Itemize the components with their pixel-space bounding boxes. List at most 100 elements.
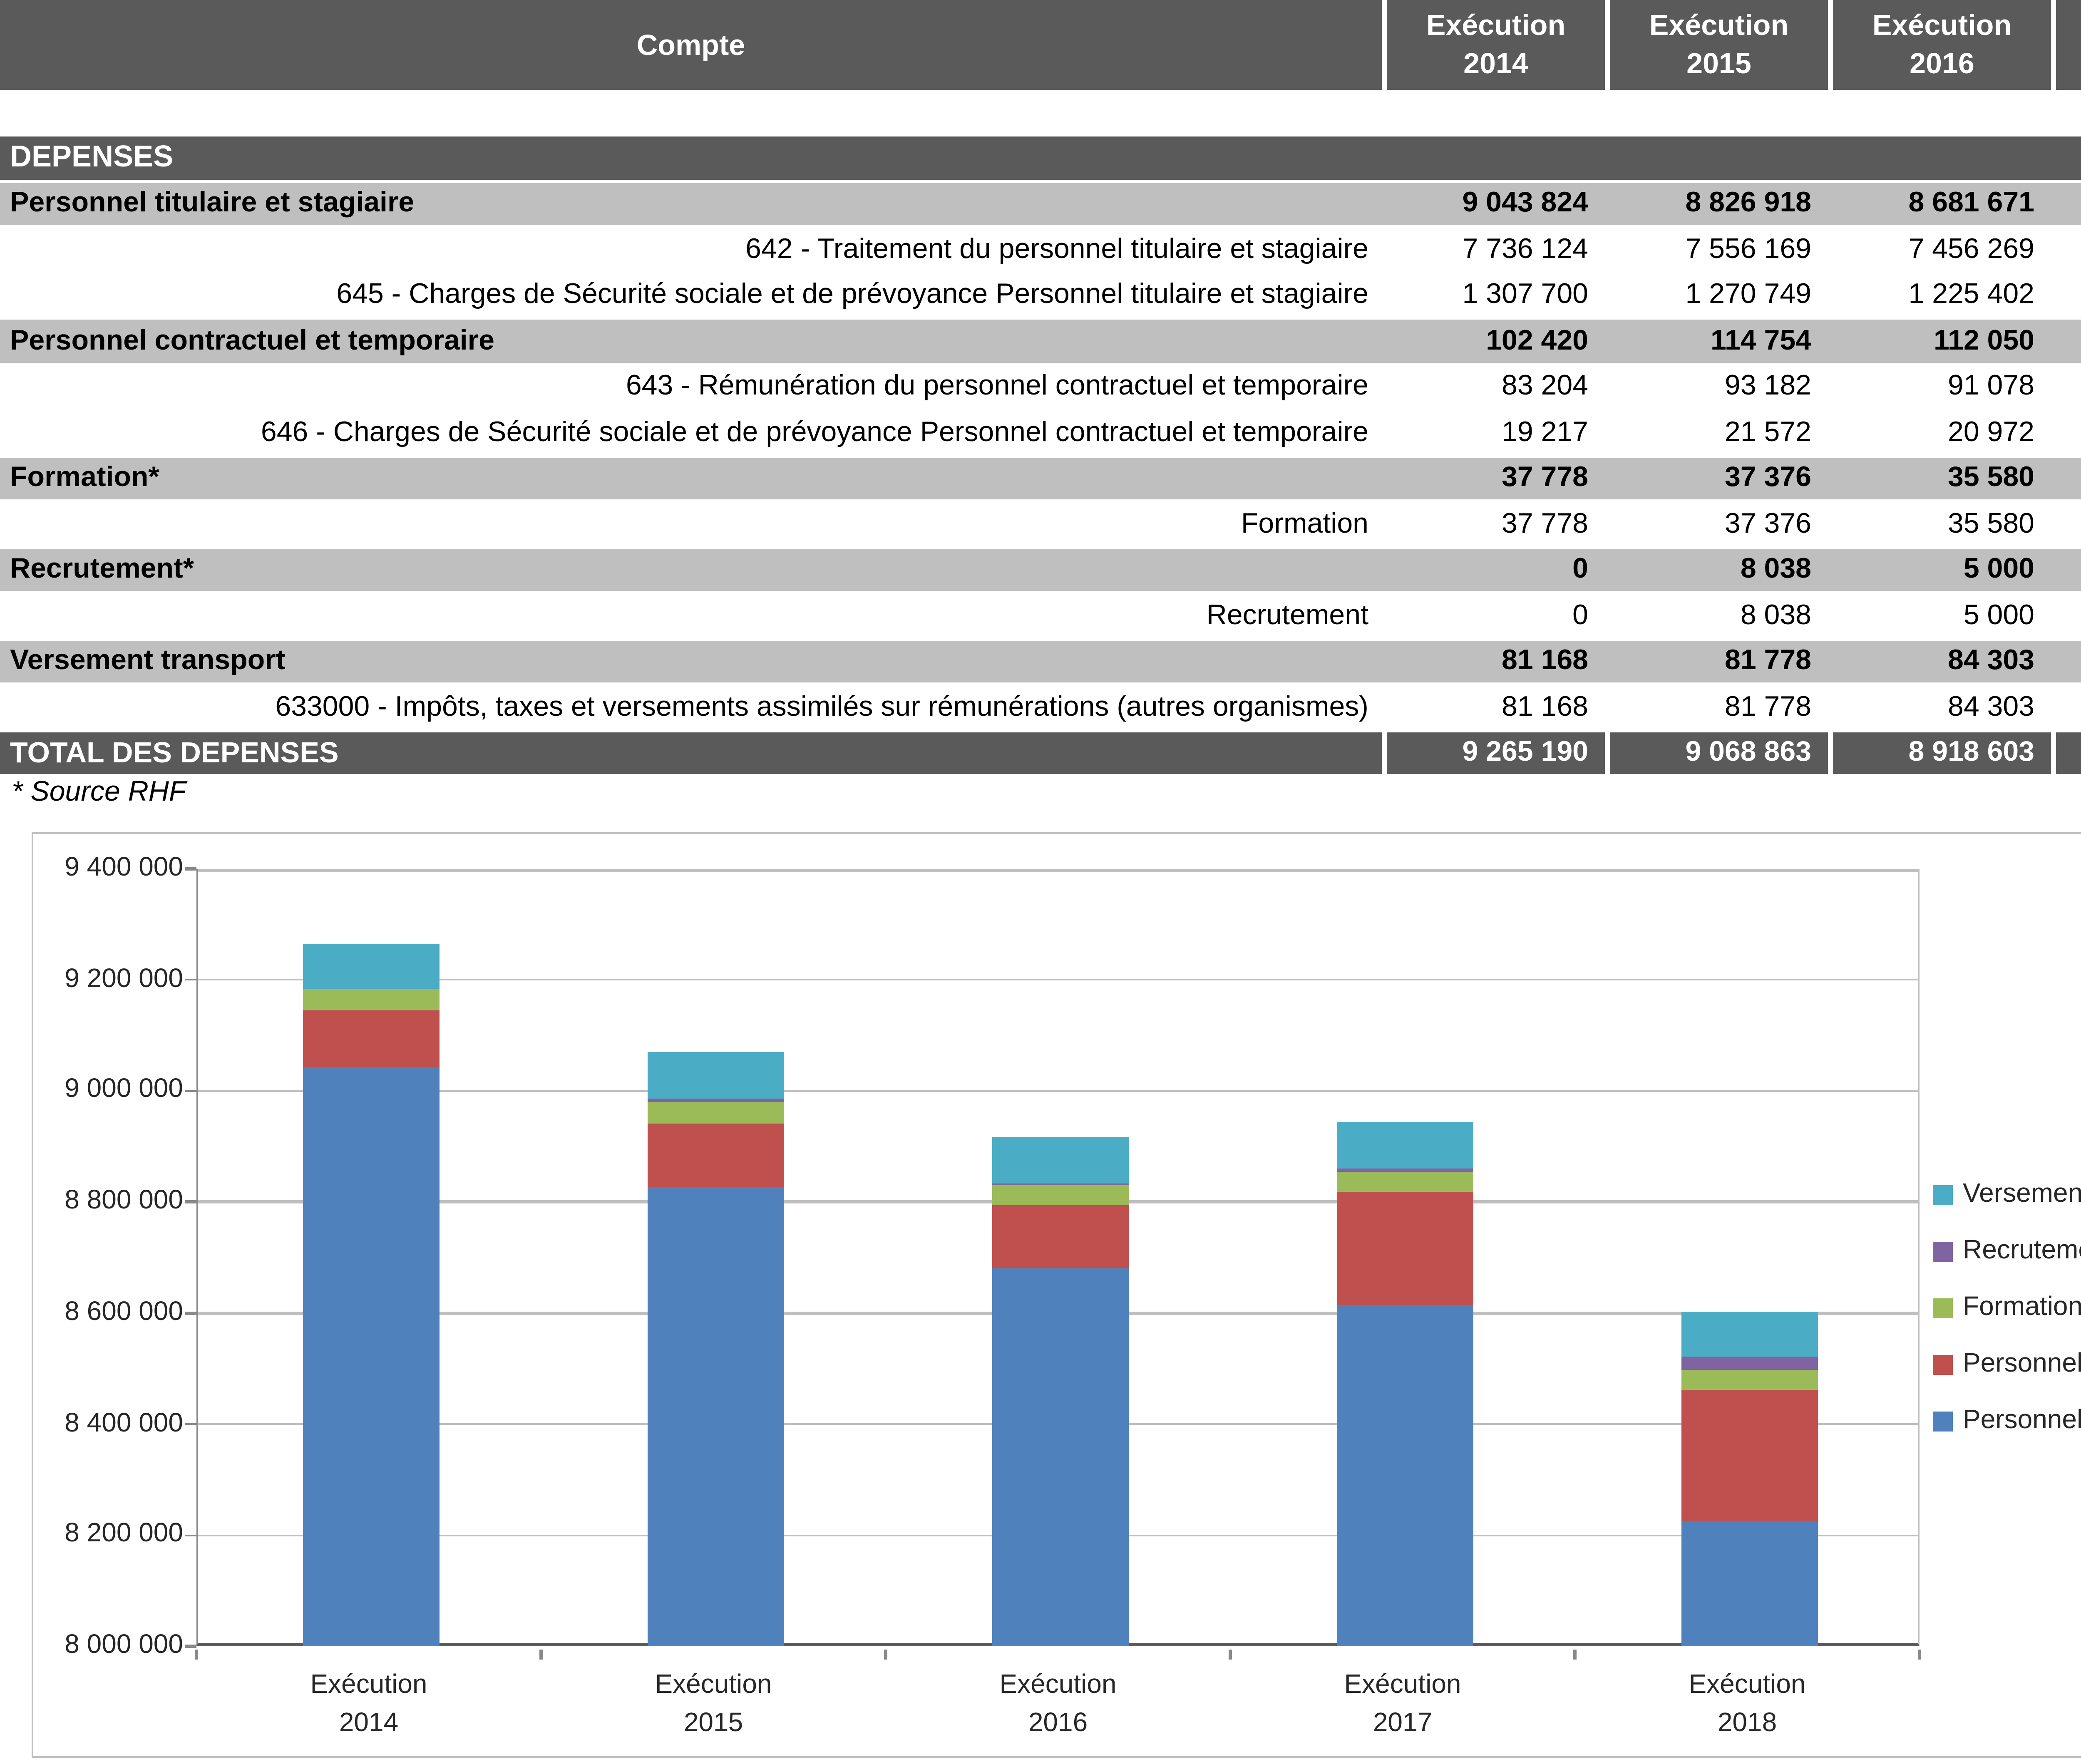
- cell-value: 37 376: [1605, 457, 1828, 499]
- cell-value: 86 256: [2051, 686, 2081, 728]
- legend-swatch: [1933, 1242, 1953, 1262]
- column-header-2: Exécution 2015: [1605, 0, 1828, 90]
- cell-value: 9 068 863: [1605, 732, 1828, 774]
- legend-item: Versement transport: [1933, 1167, 2081, 1223]
- bar-segment: [302, 1010, 439, 1067]
- cell-value: 9 265 190: [1382, 732, 1605, 774]
- legend-item: Formation*: [1933, 1280, 2081, 1337]
- bar-segment: [1681, 1521, 1817, 1646]
- y-axis-label: 8 200 000: [65, 1520, 183, 1549]
- cell-value: 8 918 603: [1828, 732, 2051, 774]
- cell-value: 7 556 169: [1605, 228, 1828, 270]
- cell-value: 81 778: [1605, 640, 1828, 682]
- table-row: 646 - Charges de Sécurité sociale et de …: [0, 411, 2081, 454]
- bar-segment: [1336, 1171, 1473, 1191]
- cell-value: 206 118: [2051, 320, 2081, 362]
- legend-label: Versement transport: [1963, 1180, 2081, 1208]
- bar-segment: [1681, 1357, 1817, 1370]
- table-row: Personnel contractuel et temporaire 102 4…: [0, 320, 2081, 362]
- bar-segment: [302, 989, 439, 1010]
- cell-value: 1 270 749: [1605, 274, 1828, 316]
- cell-value: 37 778: [1382, 503, 1605, 545]
- x-axis-tick: [884, 1650, 887, 1660]
- cell-value: 4 468: [2051, 594, 2081, 637]
- x-axis-label: Exécution 2016: [999, 1671, 1117, 1738]
- gridline: [198, 869, 1918, 871]
- table-body: DEPENSES Personnel titulaire et stagiaire…: [0, 136, 2081, 777]
- cell-value: 83 204: [1382, 365, 1605, 408]
- y-axis-tick: [185, 1645, 196, 1647]
- cell-value: 5 000: [1828, 594, 2051, 637]
- plot-area: [196, 869, 1920, 1646]
- bar-segment: [991, 1186, 1128, 1206]
- x-axis-tick: [540, 1650, 542, 1660]
- table-row: 643 - Rémunération du personnel contract…: [0, 365, 2081, 408]
- cell-value: 1 218 940: [2051, 274, 2081, 316]
- bar-segment: [647, 1052, 783, 1098]
- bar-segment: [1336, 1121, 1473, 1169]
- cell-value: 8 038: [1605, 548, 1828, 591]
- bar-segment: [647, 1102, 783, 1124]
- table-row: 642 - Traitement du personnel titulaire …: [0, 228, 2081, 270]
- x-axis-label: Exécution 2017: [1344, 1671, 1461, 1738]
- y-axis-label: 8 000 000: [65, 1631, 183, 1660]
- gridline: [198, 1089, 1918, 1092]
- y-axis-tick: [185, 1534, 196, 1537]
- row-label: Recrutement: [0, 594, 1382, 637]
- x-axis-tick: [195, 1650, 198, 1660]
- bar-segment: [1681, 1369, 1817, 1391]
- legend: Versement transport Recrutement* Formation…: [1933, 1167, 2081, 1450]
- legend-label: Personnel contractuel et temporaire: [1963, 1350, 2081, 1378]
- bar-segment: [647, 1098, 783, 1103]
- y-axis-tick: [185, 1312, 196, 1315]
- x-axis-label: Exécution 2018: [1689, 1671, 1806, 1738]
- column-header-4: Exécution 2017: [2051, 0, 2081, 90]
- bar-segment: [991, 1183, 1128, 1186]
- table-spacer: [0, 93, 2081, 136]
- cell-value: 7 736 124: [1382, 228, 1605, 270]
- y-axis: 8 000 000 8 200 000 8 400 000 8 600 000 8 80…: [33, 854, 183, 1660]
- cell-value: [2051, 136, 2081, 179]
- row-label: DEPENSES: [0, 136, 1382, 179]
- x-axis-label: Exécution 2015: [655, 1671, 772, 1738]
- cell-value: 93 182: [1605, 365, 1828, 408]
- row-label: 633000 - Impôts, taxes et versements ass…: [0, 686, 1382, 728]
- chart: 8 000 000 8 200 000 8 400 000 8 600 000 8 80…: [32, 832, 2081, 1758]
- cell-value: 8 945 553: [2051, 732, 2081, 774]
- legend-item: Personnel titulaire et stagiaire: [1933, 1393, 2081, 1450]
- bar-segment: [1336, 1305, 1473, 1646]
- row-label: Personnel titulaire et stagiaire: [0, 182, 1382, 225]
- cell-value: 114 754: [1605, 320, 1828, 362]
- legend-swatch: [1933, 1355, 1953, 1375]
- table-header-row: Compte Exécution 2014 Exécution 2015 Exécu…: [0, 0, 2081, 90]
- table-row: DEPENSES: [0, 136, 2081, 179]
- cell-value: 42 802: [2051, 411, 2081, 454]
- row-label: 642 - Traitement du personnel titulaire …: [0, 228, 1382, 270]
- bar-segment: [1681, 1311, 1817, 1357]
- column-header-compte: Compte: [0, 0, 1382, 90]
- y-axis-label: 8 800 000: [65, 1187, 183, 1216]
- legend-item: Recrutement*: [1933, 1223, 2081, 1280]
- legend-swatch: [1933, 1298, 1953, 1318]
- row-label: Formation: [0, 503, 1382, 545]
- cell-value: 21 572: [1605, 411, 1828, 454]
- cell-value: [1828, 136, 2051, 179]
- cell-value: 1 307 700: [1382, 274, 1605, 316]
- row-label: Recrutement*: [0, 548, 1382, 591]
- cell-value: 81 168: [1382, 686, 1605, 728]
- cell-value: 81 168: [1382, 640, 1605, 682]
- cell-value: 35 580: [1828, 503, 2051, 545]
- row-label: TOTAL DES DEPENSES: [0, 732, 1382, 774]
- x-axis-tick: [1574, 1650, 1576, 1660]
- cell-value: 20 972: [1828, 411, 2051, 454]
- y-axis-label: 8 600 000: [65, 1298, 183, 1327]
- y-axis-label: 9 200 000: [65, 965, 183, 993]
- row-label: Formation*: [0, 457, 1382, 499]
- bar-segment: [1336, 1191, 1473, 1306]
- cell-value: 7 456 269: [1828, 228, 2051, 270]
